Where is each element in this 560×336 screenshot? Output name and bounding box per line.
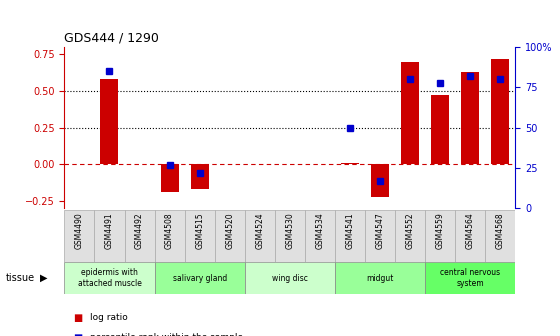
Text: ■: ■: [73, 312, 82, 323]
Bar: [64, 210, 95, 262]
Bar: [100, 79, 119, 164]
Bar: [124, 210, 155, 262]
Bar: [485, 210, 515, 262]
Text: GSM4524: GSM4524: [255, 213, 264, 249]
Text: GSM4515: GSM4515: [195, 213, 204, 249]
Bar: [155, 262, 245, 294]
Text: GSM4534: GSM4534: [315, 213, 324, 249]
Bar: [335, 210, 365, 262]
Text: GSM4541: GSM4541: [346, 213, 354, 249]
Text: salivary gland: salivary gland: [172, 274, 227, 283]
Text: GSM4508: GSM4508: [165, 213, 174, 249]
Bar: [95, 210, 124, 262]
Bar: [461, 72, 479, 164]
Bar: [155, 210, 185, 262]
Bar: [395, 210, 425, 262]
Bar: [341, 163, 359, 164]
Text: percentile rank within the sample: percentile rank within the sample: [90, 333, 242, 336]
Bar: [335, 262, 425, 294]
Bar: [425, 262, 515, 294]
Text: central nervous
system: central nervous system: [440, 268, 500, 288]
Text: GSM4564: GSM4564: [465, 213, 475, 249]
Text: GSM4520: GSM4520: [225, 213, 234, 249]
Bar: [185, 210, 214, 262]
Text: tissue: tissue: [6, 273, 35, 283]
Bar: [455, 210, 485, 262]
Text: GSM4491: GSM4491: [105, 213, 114, 249]
Text: wing disc: wing disc: [272, 274, 308, 283]
Bar: [491, 59, 509, 164]
Text: midgut: midgut: [366, 274, 394, 283]
Bar: [245, 262, 335, 294]
Text: GSM4552: GSM4552: [405, 213, 414, 249]
Bar: [64, 262, 155, 294]
Bar: [401, 62, 419, 164]
Text: epidermis with
attached muscle: epidermis with attached muscle: [77, 268, 142, 288]
Text: GSM4568: GSM4568: [496, 213, 505, 249]
Bar: [305, 210, 335, 262]
Text: ■: ■: [73, 333, 82, 336]
Text: GSM4547: GSM4547: [375, 213, 385, 249]
Text: ▶: ▶: [40, 273, 48, 283]
Text: GSM4530: GSM4530: [285, 213, 295, 249]
Bar: [161, 164, 179, 192]
Text: GSM4490: GSM4490: [75, 213, 84, 249]
Bar: [371, 164, 389, 197]
Text: GDS444 / 1290: GDS444 / 1290: [64, 32, 159, 44]
Text: log ratio: log ratio: [90, 313, 127, 322]
Bar: [190, 164, 209, 189]
Bar: [275, 210, 305, 262]
Bar: [214, 210, 245, 262]
Bar: [365, 210, 395, 262]
Bar: [245, 210, 275, 262]
Text: GSM4559: GSM4559: [436, 213, 445, 249]
Bar: [425, 210, 455, 262]
Text: GSM4492: GSM4492: [135, 213, 144, 249]
Bar: [431, 95, 449, 164]
